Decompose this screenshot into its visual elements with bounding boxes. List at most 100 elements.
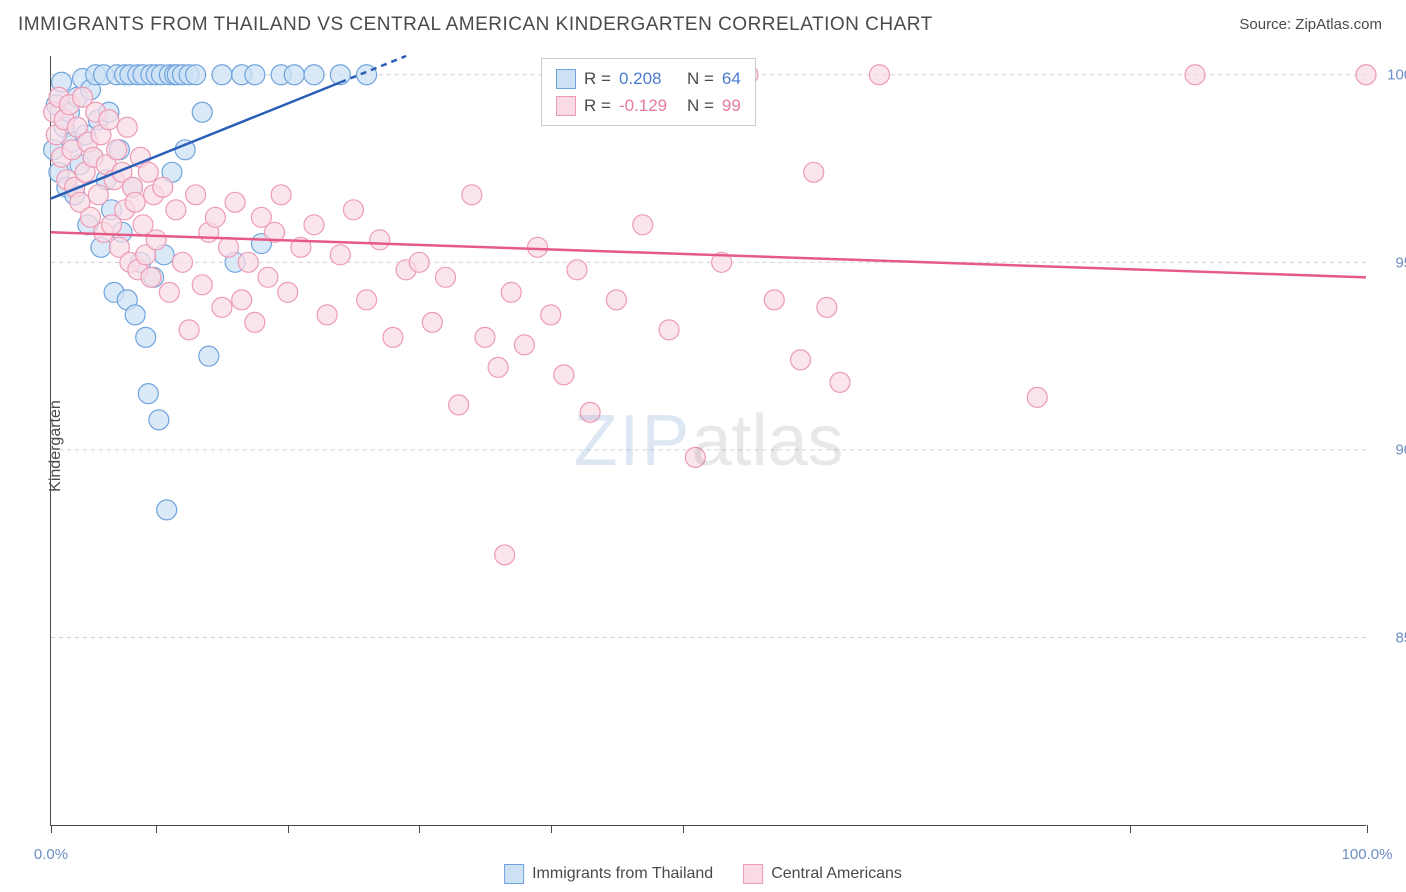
ytick-label: 85.0% (1395, 630, 1406, 647)
point-central (1185, 65, 1205, 85)
point-central (659, 320, 679, 340)
point-central (554, 365, 574, 385)
xtick (1130, 825, 1131, 833)
legend-label-central: Central Americans (771, 865, 902, 883)
point-central (146, 230, 166, 250)
point-central (383, 327, 403, 347)
point-central (830, 372, 850, 392)
stats-row-thailand: R = 0.208 N = 64 (556, 65, 741, 92)
point-thailand (149, 410, 169, 430)
swatch-thailand (556, 69, 576, 89)
point-central (192, 275, 212, 295)
point-thailand (136, 327, 156, 347)
point-central (488, 357, 508, 377)
point-central (1356, 65, 1376, 85)
point-central (173, 252, 193, 272)
ytick-label: 90.0% (1395, 442, 1406, 459)
legend-item-central: Central Americans (743, 864, 902, 884)
point-thailand (304, 65, 324, 85)
xtick (419, 825, 420, 833)
stats-row-central: R = -0.129 N = 99 (556, 92, 741, 119)
point-central (633, 215, 653, 235)
point-central (245, 312, 265, 332)
point-central (317, 305, 337, 325)
bottom-legend: Immigrants from Thailand Central America… (504, 864, 902, 884)
point-central (436, 267, 456, 287)
point-central (804, 162, 824, 182)
point-central (541, 305, 561, 325)
point-central (495, 545, 515, 565)
point-central (606, 290, 626, 310)
point-central (580, 402, 600, 422)
point-central (141, 267, 161, 287)
n-label-2: N = (687, 92, 714, 119)
xtick-label: 100.0% (1342, 846, 1393, 863)
r-label-2: R = (584, 92, 611, 119)
point-central (258, 267, 278, 287)
point-central (817, 297, 837, 317)
xtick (1367, 825, 1368, 833)
point-central (1027, 387, 1047, 407)
xtick (683, 825, 684, 833)
point-central (422, 312, 442, 332)
point-central (138, 162, 158, 182)
point-thailand (245, 65, 265, 85)
point-central (125, 192, 145, 212)
point-central (791, 350, 811, 370)
point-thailand (138, 384, 158, 404)
point-central (107, 140, 127, 160)
ytick-label: 100.0% (1387, 66, 1406, 83)
point-central (278, 282, 298, 302)
ytick-label: 95.0% (1395, 254, 1406, 271)
legend-item-thailand: Immigrants from Thailand (504, 864, 713, 884)
point-central (117, 117, 137, 137)
point-central (567, 260, 587, 280)
point-central (449, 395, 469, 415)
point-thailand (192, 102, 212, 122)
n-value-central: 99 (722, 92, 741, 119)
point-central (219, 237, 239, 257)
xtick (156, 825, 157, 833)
point-central (225, 192, 245, 212)
point-central (869, 65, 889, 85)
plot-svg (51, 56, 1366, 825)
point-central (179, 320, 199, 340)
source-attribution: Source: ZipAtlas.com (1239, 16, 1382, 33)
point-thailand (125, 305, 145, 325)
chart-title: IMMIGRANTS FROM THAILAND VS CENTRAL AMER… (18, 14, 933, 36)
point-central (330, 245, 350, 265)
point-central (514, 335, 534, 355)
xtick (551, 825, 552, 833)
point-thailand (199, 346, 219, 366)
point-central (475, 327, 495, 347)
point-central (238, 252, 258, 272)
xtick (288, 825, 289, 833)
point-central (88, 185, 108, 205)
point-central (685, 447, 705, 467)
point-central (212, 297, 232, 317)
swatch-thailand-bottom (504, 864, 524, 884)
point-central (271, 185, 291, 205)
source-prefix: Source: (1239, 16, 1295, 33)
point-thailand (212, 65, 232, 85)
n-value-thailand: 64 (722, 65, 741, 92)
point-central (205, 207, 225, 227)
stats-legend: R = 0.208 N = 64 R = -0.129 N = 99 (541, 58, 756, 126)
point-central (528, 237, 548, 257)
source-name: ZipAtlas.com (1295, 16, 1382, 33)
r-value-central: -0.129 (619, 92, 679, 119)
point-central (357, 290, 377, 310)
point-central (159, 282, 179, 302)
swatch-central (556, 96, 576, 116)
point-thailand (157, 500, 177, 520)
point-thailand (284, 65, 304, 85)
point-central (370, 230, 390, 250)
n-label: N = (687, 65, 714, 92)
point-thailand (186, 65, 206, 85)
plot-area: ZIPatlas R = 0.208 N = 64 R = -0.129 N =… (50, 56, 1366, 826)
point-central (186, 185, 206, 205)
legend-label-thailand: Immigrants from Thailand (532, 865, 713, 883)
xtick-label: 0.0% (34, 846, 68, 863)
r-value-thailand: 0.208 (619, 65, 679, 92)
chart-container: IMMIGRANTS FROM THAILAND VS CENTRAL AMER… (0, 0, 1406, 892)
